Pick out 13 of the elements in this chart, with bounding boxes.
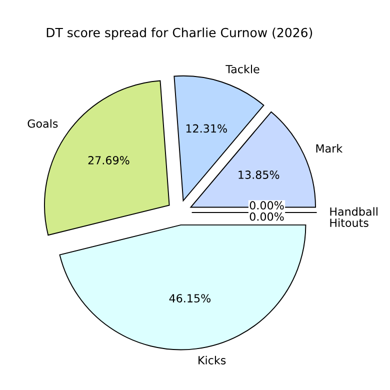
chart-title: DT score spread for Charlie Curnow (2026) <box>46 28 312 40</box>
slice-label: Kicks <box>198 356 226 364</box>
category-label: Hitouts <box>330 218 368 228</box>
slice-label: Mark <box>316 144 343 153</box>
data-label: 12.31% <box>186 124 227 133</box>
text: 0.00% <box>250 212 284 221</box>
data-label: 46.15% <box>169 294 211 302</box>
slice-label: Tackle <box>226 64 260 74</box>
text: 0.00% <box>250 201 284 210</box>
category-label: Handball <box>330 207 378 216</box>
data-label: 27.69% <box>88 156 130 164</box>
data-label: 13.85% <box>238 170 280 179</box>
slice-label: Goals <box>28 119 58 128</box>
